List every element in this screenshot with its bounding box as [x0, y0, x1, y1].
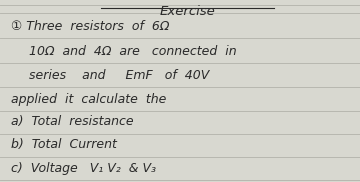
Text: 10Ω  and  4Ω  are   connected  in: 10Ω and 4Ω are connected in: [29, 45, 237, 58]
Text: ① Three  resistors  of  6Ω: ① Three resistors of 6Ω: [11, 20, 169, 33]
Text: series    and     EmF   of  40V: series and EmF of 40V: [29, 69, 209, 82]
Text: b)  Total  Current: b) Total Current: [11, 138, 117, 151]
Text: applied  it  calculate  the: applied it calculate the: [11, 93, 166, 106]
Text: a)  Total  resistance: a) Total resistance: [11, 115, 134, 128]
Text: c)  Voltage   V₁ V₂  & V₃: c) Voltage V₁ V₂ & V₃: [11, 162, 156, 175]
Text: Exercise: Exercise: [159, 5, 215, 18]
